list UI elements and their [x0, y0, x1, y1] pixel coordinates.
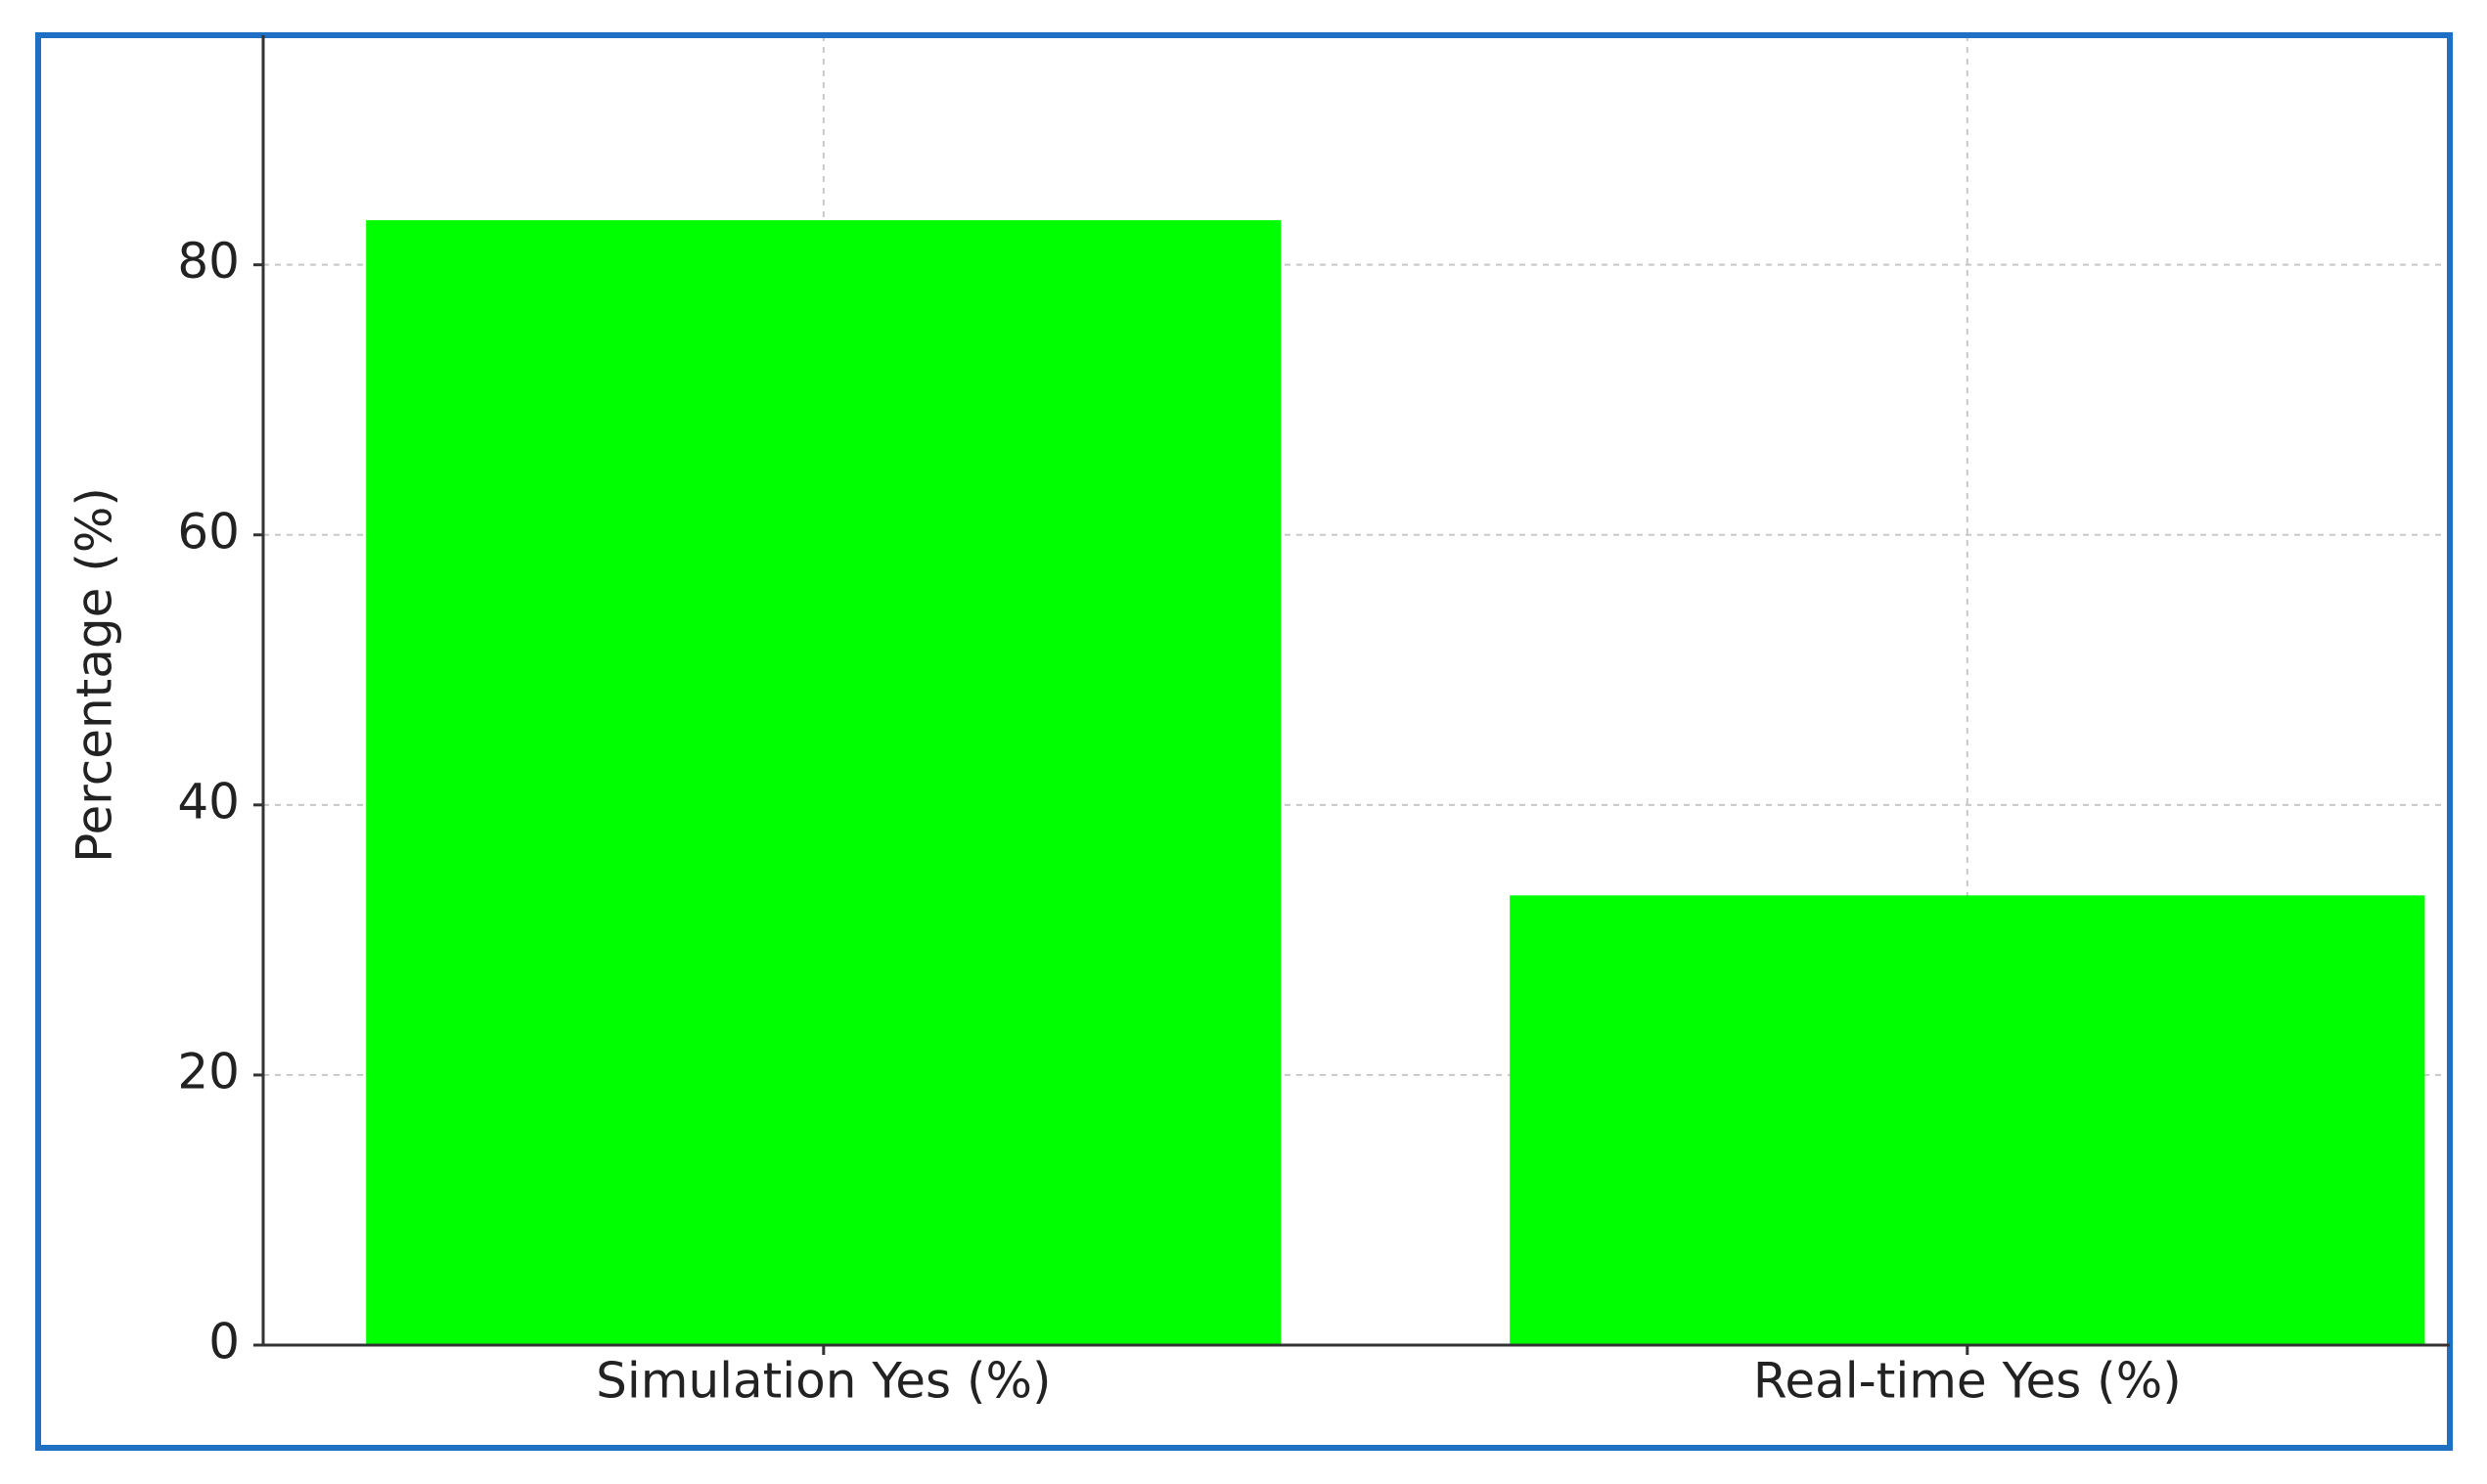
frame: [35, 32, 2453, 1451]
y-tick-label: 0: [208, 1314, 240, 1371]
x-tick-label: Real-time Yes (%): [1753, 1353, 2182, 1410]
y-tick-label: 60: [177, 503, 240, 560]
x-tick-label: Simulation Yes (%): [596, 1353, 1051, 1410]
bar: [1510, 895, 2425, 1345]
bar: [366, 220, 1282, 1346]
y-axis-label: Percentage (%): [67, 487, 123, 863]
y-tick-label: 80: [177, 233, 240, 290]
marks: [366, 220, 2425, 1346]
y-tick-label: 40: [177, 773, 240, 830]
y-tick-label: 20: [177, 1043, 240, 1100]
